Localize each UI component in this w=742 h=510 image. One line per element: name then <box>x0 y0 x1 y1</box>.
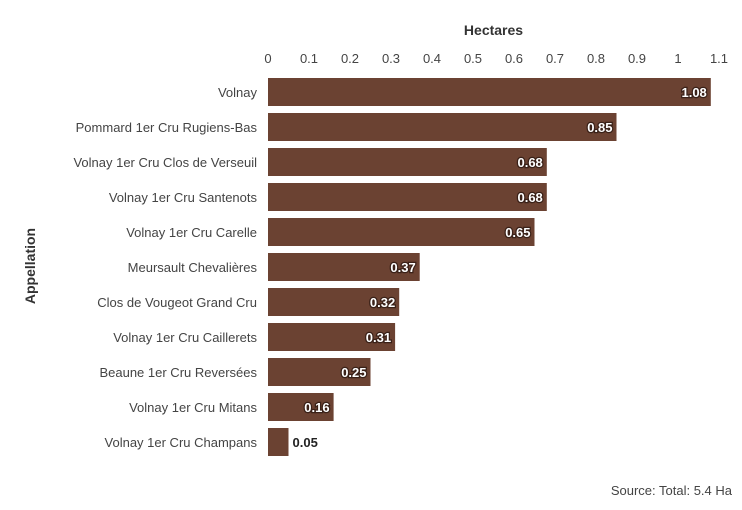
bar <box>268 183 547 211</box>
category-label: Beaune 1er Cru Reversées <box>99 365 257 380</box>
bar <box>268 148 547 176</box>
x-tick-label: 0.5 <box>464 51 482 66</box>
x-tick-label: 0.6 <box>505 51 523 66</box>
data-label: 0.68 <box>517 190 542 205</box>
x-tick-label: 1 <box>674 51 681 66</box>
category-label: Volnay <box>218 85 258 100</box>
category-label: Volnay 1er Cru Mitans <box>129 400 257 415</box>
bar <box>268 78 711 106</box>
data-label: 0.05 <box>293 435 318 450</box>
source-note: Source: Total: 5.4 Ha <box>610 483 732 498</box>
bar <box>268 323 396 351</box>
x-tick-label: 0.3 <box>382 51 400 66</box>
category-label: Meursault Chevalières <box>128 260 258 275</box>
category-label: Volnay 1er Cru Clos de Verseuil <box>73 155 257 170</box>
data-label: 0.37 <box>390 260 415 275</box>
bar <box>268 218 535 246</box>
x-tick-label: 0.2 <box>341 51 359 66</box>
x-tick-label: 0 <box>264 51 271 66</box>
x-tick-label: 0.4 <box>423 51 441 66</box>
category-label: Pommard 1er Cru Rugiens-Bas <box>76 120 258 135</box>
bar <box>268 288 400 316</box>
category-label: Volnay 1er Cru Carelle <box>126 225 257 240</box>
x-tick-label: 0.9 <box>628 51 646 66</box>
data-label: 0.31 <box>366 330 391 345</box>
x-axis-title: Hectares <box>464 22 523 38</box>
bar <box>268 393 334 421</box>
x-tick-label: 1.1 <box>710 51 728 66</box>
data-label: 1.08 <box>681 85 706 100</box>
category-label: Volnay 1er Cru Champans <box>105 435 258 450</box>
data-label: 0.85 <box>587 120 612 135</box>
bar <box>268 358 371 386</box>
x-tick-label: 0.1 <box>300 51 318 66</box>
category-label: Volnay 1er Cru Santenots <box>109 190 258 205</box>
bar <box>268 253 420 281</box>
data-label: 0.68 <box>517 155 542 170</box>
bar <box>268 113 617 141</box>
x-axis-ticks: 0 0.1 0.2 0.3 0.4 0.5 0.6 0.7 0.8 0.9 1 1.1 <box>264 51 728 66</box>
x-tick-label: 0.8 <box>587 51 605 66</box>
y-axis-title: Appellation <box>22 228 38 304</box>
bars: Volnay 1.08 Pommard 1er Cru Rugiens-Bas 0.8… <box>73 78 711 456</box>
data-label: 0.32 <box>370 295 395 310</box>
bar <box>268 428 289 456</box>
category-label: Clos de Vougeot Grand Cru <box>97 295 257 310</box>
data-label: 0.25 <box>341 365 366 380</box>
data-label: 0.16 <box>304 400 329 415</box>
x-tick-label: 0.7 <box>546 51 564 66</box>
data-label: 0.65 <box>505 225 530 240</box>
category-label: Volnay 1er Cru Caillerets <box>113 330 257 345</box>
